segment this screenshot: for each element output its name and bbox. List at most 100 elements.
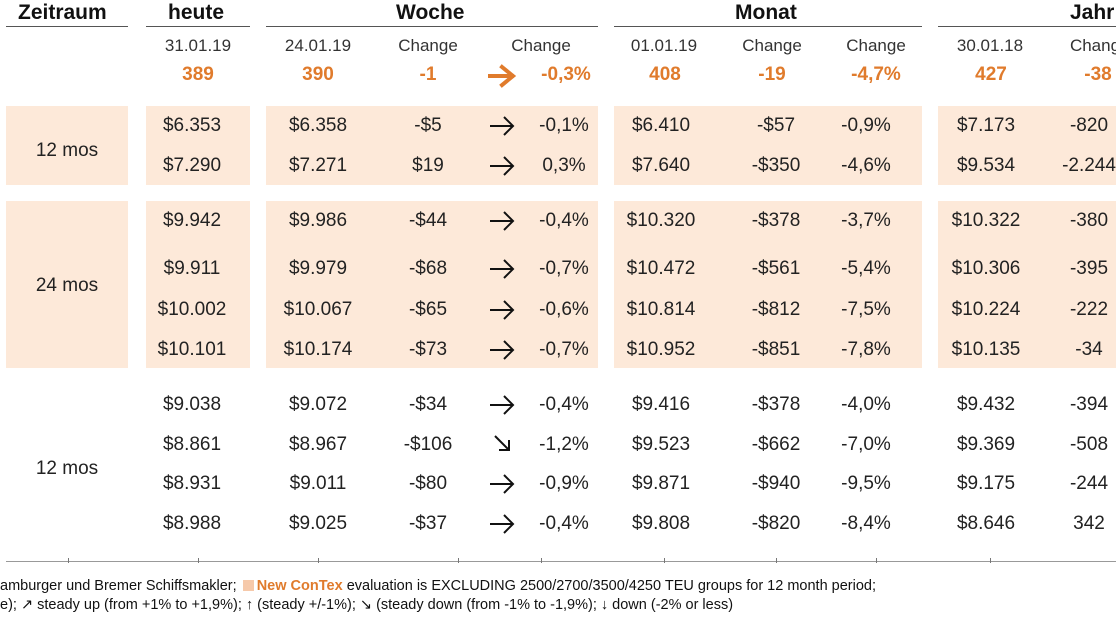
arrow-right-icon [490,474,515,494]
header-rule-heute [146,26,250,27]
cell-woche: $9.011 [289,473,347,494]
index-jahr-change: -38 [1084,64,1112,85]
group-label-2: 24 mos [35,275,99,296]
cell-jahr: $10.224 [951,299,1021,320]
group-label-3: 12 mos [35,458,99,479]
cell-heute: $9.911 [163,258,221,279]
header-jahr: Jahr [1070,1,1115,24]
header-rule-jahr [938,26,1116,27]
cell-woche-change: -$80 [408,473,448,494]
cell-monat-change: -$812 [751,299,801,320]
cell-monat-pct: -8,4% [841,513,891,534]
cell-monat-pct: -9,5% [841,473,891,494]
sub-heute-date: 31.01.19 [164,36,232,55]
sub-monat-change: Change [742,36,802,55]
cell-jahr-change: -394 [1069,394,1109,415]
cell-woche: $10.067 [283,299,353,320]
cell-woche: $9.979 [288,258,348,279]
cell-heute: $8.931 [162,473,222,494]
arrow-right-icon [490,395,515,415]
tick [458,558,459,563]
index-woche-change: -1 [419,64,437,85]
orange-arrow-right-icon [488,64,517,88]
header-rule-woche [266,26,598,27]
tick [990,558,991,563]
cell-monat-change: -$820 [751,513,801,534]
cell-woche: $6.358 [288,115,348,136]
cell-jahr: $10.135 [951,339,1021,360]
cell-monat-change: -$57 [756,115,796,136]
cell-jahr-change: -2.244 [1062,155,1116,176]
band-jahr-g2 [938,201,1116,368]
footer-brand: New ConTex [256,578,343,594]
cell-monat: $10.814 [626,299,696,320]
cell-monat: $9.523 [631,434,691,455]
legend-square-icon [242,580,254,591]
tick [876,558,877,563]
band-woche-g2 [266,201,598,368]
tick [776,558,777,563]
cell-jahr: $9.432 [956,394,1016,415]
cell-monat: $9.416 [631,394,691,415]
arrow-right-icon [490,156,515,176]
cell-woche-change: -$65 [408,299,448,320]
cell-woche-pct: 0,3% [542,155,586,176]
cell-woche-pct: -0,4% [539,394,589,415]
cell-woche-change: -$68 [408,258,448,279]
cell-jahr: $9.534 [956,155,1016,176]
cell-monat-change: -$350 [751,155,801,176]
sub-woche-change: Change [398,36,458,55]
cell-woche-pct: -1,2% [539,434,589,455]
cell-jahr-change: 342 [1073,513,1105,534]
header-rule-zeitraum [6,26,128,27]
index-woche-pct: -0,3% [541,64,591,85]
cell-jahr-change: -380 [1069,210,1109,231]
sub-woche-date: 24.01.19 [284,36,352,55]
cell-monat: $9.871 [631,473,691,494]
cell-monat: $9.808 [631,513,691,534]
cell-jahr: $8.646 [956,513,1016,534]
cell-heute: $9.038 [162,394,222,415]
cell-woche: $10.174 [283,339,353,360]
cell-monat-change: -$851 [751,339,801,360]
index-monat: 408 [649,64,681,85]
index-monat-change: -19 [758,64,786,85]
cell-monat: $10.952 [626,339,696,360]
cell-monat-change: -$940 [751,473,801,494]
cell-heute: $8.861 [162,434,222,455]
footer-line-2: e); ↗ steady up (from +1% to +1,9%); ↑ (… [0,597,734,613]
cell-jahr: $7.173 [956,115,1016,136]
cell-woche-pct: -0,6% [539,299,589,320]
tick [541,558,542,563]
cell-heute: $9.942 [162,210,222,231]
cell-woche-pct: -0,9% [539,473,589,494]
cell-woche-change: -$37 [408,513,448,534]
cell-jahr: $9.175 [956,473,1016,494]
cell-monat-pct: -4,6% [841,155,891,176]
cell-woche: $8.967 [288,434,348,455]
tick [318,558,319,563]
cell-woche-change: $19 [412,155,444,176]
index-heute: 389 [182,64,214,85]
group-label-1: 12 mos [35,140,99,161]
cell-heute: $7.290 [162,155,222,176]
sub-monat-date: 01.01.19 [630,36,698,55]
cell-monat: $10.472 [626,258,696,279]
cell-heute: $6.353 [162,115,222,136]
index-jahr: 427 [975,64,1007,85]
cell-woche: $9.986 [288,210,348,231]
cell-woche-pct: -0,1% [539,115,589,136]
cell-monat-pct: -7,0% [841,434,891,455]
footer-line-1-post: evaluation is EXCLUDING 2500/2700/3500/4… [346,578,876,594]
arrow-right-icon [490,300,515,320]
cell-heute: $10.002 [157,299,227,320]
cell-woche: $9.072 [288,394,348,415]
sub-jahr-date: 30.01.18 [956,36,1024,55]
cell-jahr-change: -222 [1069,299,1109,320]
tick [68,558,69,563]
cell-jahr-change: -820 [1069,115,1109,136]
cell-woche: $9.025 [288,513,348,534]
cell-monat-pct: -5,4% [841,258,891,279]
sub-jahr-change: Chang [1069,36,1116,55]
footer-line-1-pre: amburger und Bremer Schiffsmakler; [0,578,237,594]
